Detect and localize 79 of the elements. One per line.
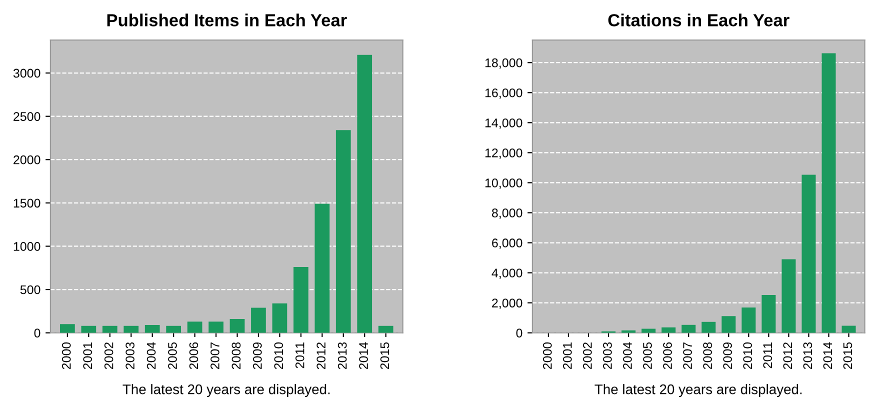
x-tick-label: 2015	[843, 342, 852, 370]
bar	[357, 54, 372, 333]
bar	[102, 326, 118, 333]
x-tick-label: 2000	[62, 342, 71, 370]
bar	[187, 322, 202, 333]
bar	[166, 326, 181, 333]
x-tick-label: 2005	[168, 342, 177, 370]
x-tick-label: 2012	[316, 342, 326, 370]
y-tick-label: 500	[20, 285, 40, 294]
y-tick-label: 8,000	[492, 208, 522, 219]
x-tick-label: 2008	[232, 342, 241, 370]
x-tick-label: 2003	[603, 342, 612, 370]
y-tick-label: 14,000	[485, 118, 522, 129]
x-tick-label: 2004	[146, 342, 156, 370]
bar	[782, 259, 796, 333]
x-tick-label: 2014	[359, 342, 368, 370]
x-tick-label: 2000	[542, 342, 552, 370]
x-tick-label: 2002	[583, 342, 592, 370]
x-tick-label: 2007	[210, 342, 220, 370]
bar	[81, 326, 96, 333]
bar	[842, 326, 856, 333]
x-tick-label: 2010	[743, 342, 752, 370]
text: The latest 20 years are displayed.	[594, 384, 802, 398]
x-tick-label: 2002	[104, 342, 114, 370]
x-tick-label: 2004	[623, 342, 632, 370]
x-tick-label: 2014	[823, 342, 832, 370]
bar	[60, 324, 75, 333]
x-tick-label: 2013	[338, 342, 347, 370]
bar	[251, 308, 266, 333]
x-tick-label: 2013	[803, 342, 812, 370]
y-tick-label: 6,000	[492, 238, 522, 249]
x-tick-label: 2001	[83, 342, 92, 370]
bar	[230, 318, 245, 333]
x-tick-label: 2006	[663, 342, 672, 370]
chart-title: Citations in Each Year	[608, 14, 790, 26]
x-tick-label: 2008	[703, 342, 712, 370]
bar	[742, 307, 756, 333]
bar	[762, 295, 776, 333]
bar	[378, 326, 394, 333]
y-tick-label: 0	[34, 328, 40, 338]
bar	[662, 327, 676, 333]
x-tick-label: 2009	[252, 342, 262, 370]
bar	[702, 322, 716, 333]
y-tick-label: 2,000	[492, 298, 522, 309]
bar	[336, 130, 351, 333]
bar	[682, 324, 696, 333]
x-tick-label: 2003	[126, 342, 134, 370]
bar	[272, 303, 288, 333]
x-tick-label: 2001	[562, 342, 572, 370]
y-tick-label: 4,000	[492, 268, 522, 279]
bar	[822, 53, 836, 333]
x-tick-label: 2011	[763, 342, 772, 368]
y-tick-label: 18,000	[485, 58, 522, 69]
x-tick-label: 2009	[723, 342, 732, 370]
bar	[144, 325, 160, 333]
bar	[314, 204, 330, 333]
x-tick-label: 2005	[643, 342, 652, 370]
chart-title: Published Items in Each Year	[107, 14, 347, 26]
y-tick-label: 10,000	[485, 178, 522, 189]
x-tick-label: 2006	[189, 342, 198, 370]
y-tick-label: 2000	[14, 155, 40, 164]
bar	[722, 316, 736, 333]
bar	[802, 174, 816, 333]
x-tick-label: 2007	[683, 342, 692, 370]
x-tick-label: 2012	[783, 342, 792, 370]
x-tick-label: 2011	[295, 342, 304, 368]
y-tick-label: 12,000	[485, 148, 522, 159]
x-tick-label: 2015	[380, 342, 390, 370]
bar	[293, 267, 308, 333]
y-tick-label: 0	[516, 328, 522, 338]
x-tick-label: 2010	[274, 342, 284, 370]
text: The latest 20 years are displayed.	[122, 384, 330, 398]
y-tick-label: 3000	[13, 68, 40, 78]
y-tick-label: 16,000	[485, 88, 522, 99]
bar	[124, 326, 139, 333]
y-tick-label: 1000	[14, 242, 40, 251]
y-tick-label: 1500	[14, 198, 40, 208]
y-tick-label: 2500	[14, 112, 40, 121]
bar	[208, 322, 224, 333]
